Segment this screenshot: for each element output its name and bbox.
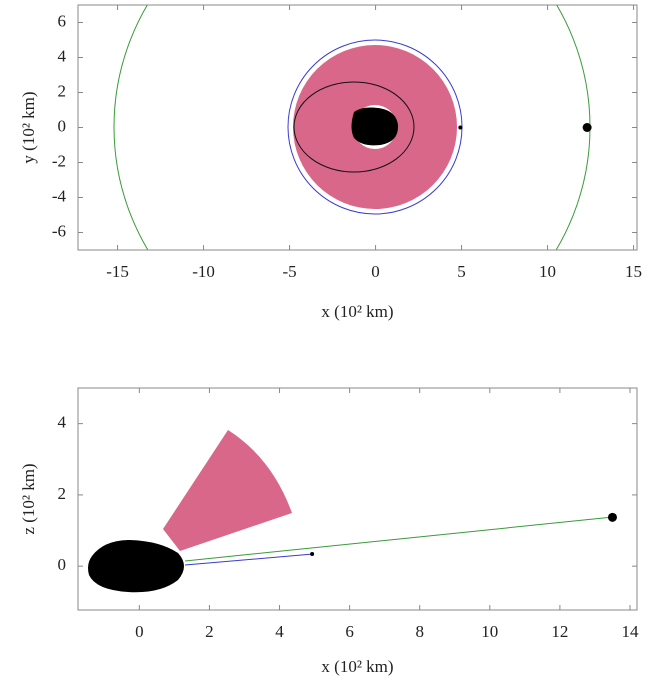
plot-frame (77, 387, 638, 611)
y-tick-label: -2 (52, 151, 66, 170)
x-tick-label: 0 (135, 622, 144, 641)
moon-point (458, 125, 463, 130)
x-tick-label: 10 (539, 262, 556, 281)
x-tick-label: 12 (551, 622, 568, 641)
y-axis-label: y (10² km) (19, 91, 38, 163)
y-tick-label: 0 (58, 116, 67, 135)
moon-point (607, 512, 617, 522)
x-tick-label: 5 (457, 262, 466, 281)
inner-orbit (184, 553, 314, 566)
moon-point (310, 552, 315, 557)
y-tick-label: 0 (58, 555, 67, 574)
ring (293, 45, 457, 209)
bottom-panel-shapes (88, 430, 614, 593)
x-tick-label: 8 (415, 622, 424, 641)
body (88, 540, 184, 593)
moon-point (582, 123, 592, 132)
y-tick-label: -6 (52, 221, 66, 240)
inclined-orbit (293, 81, 415, 173)
x-tick-label: 2 (205, 622, 214, 641)
x-tick-label: 15 (625, 262, 642, 281)
y-tick-label: -4 (52, 186, 67, 205)
y-tick-label: 2 (58, 81, 67, 100)
y-tick-label: 4 (58, 413, 67, 432)
x-tick-label: 14 (621, 622, 639, 641)
outer-orbit (184, 516, 614, 562)
x-tick-label: -5 (282, 262, 296, 281)
y-tick-label: 6 (58, 11, 67, 30)
y-tick-label: 4 (58, 46, 67, 65)
x-tick-label: 10 (481, 622, 498, 641)
x-tick-label: -15 (106, 262, 129, 281)
ring (163, 430, 292, 551)
x-tick-label: 0 (371, 262, 380, 281)
x-axis-label: x (10² km) (321, 302, 393, 321)
x-tick-label: -10 (192, 262, 215, 281)
y-tick-label: 2 (58, 484, 67, 503)
x-tick-label: 6 (345, 622, 354, 641)
body (351, 107, 399, 146)
x-tick-label: 4 (275, 622, 284, 641)
x-axis-label: x (10² km) (321, 657, 393, 676)
y-axis-label: z (10² km) (19, 463, 38, 534)
